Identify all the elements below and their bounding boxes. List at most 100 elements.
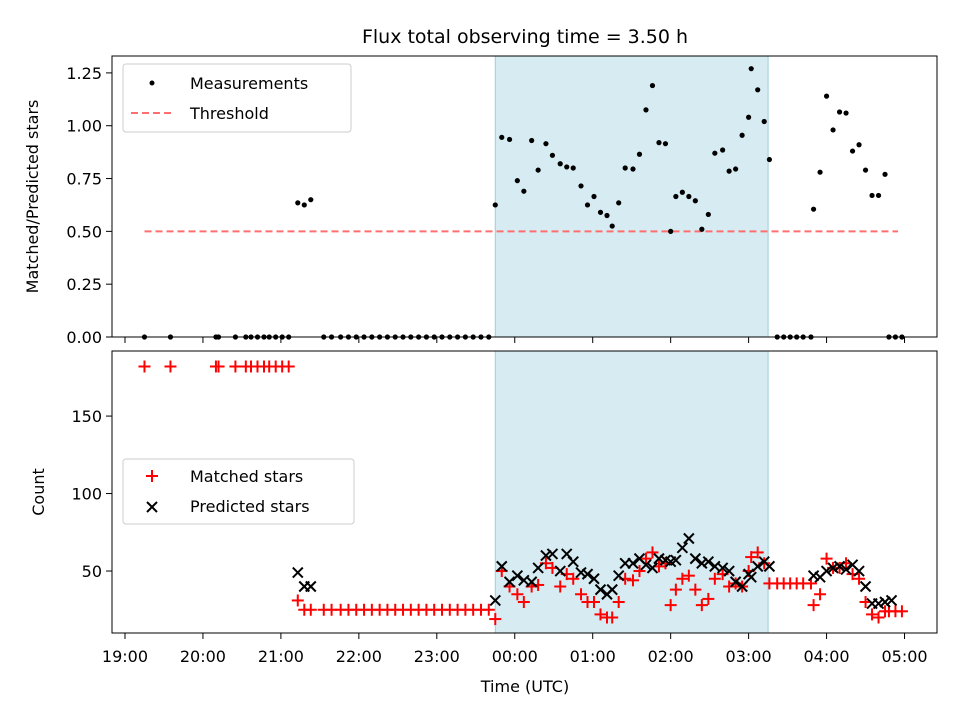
measurement-point	[712, 150, 718, 156]
measurement-point	[836, 109, 843, 115]
measurement-point	[817, 169, 823, 175]
matched-stars-point	[229, 360, 242, 373]
bottom-x-axis-ticks: 19:00 20:00 21:00 22:00 23:00 00:00 01:00 02:00…	[102, 633, 928, 666]
matched-stars-point	[554, 580, 567, 593]
matched-stars-point	[820, 552, 833, 565]
bottom-observing-window-shade	[494, 350, 769, 634]
matched-stars-point	[626, 574, 639, 587]
measurement-point	[856, 142, 862, 148]
measurement-point	[673, 193, 679, 200]
top-y-axis-ticks: 0.00 0.25 0.50 0.75 1.00 1.25	[66, 64, 112, 347]
matched-stars-point	[682, 569, 695, 582]
legend-label-predicted: Predicted stars	[190, 497, 310, 516]
matched-stars-point	[517, 596, 530, 609]
x-tick-label: 04:00	[804, 647, 850, 666]
predicted-stars-point	[736, 580, 748, 593]
measurement-point	[662, 141, 669, 147]
predicted-stars-point	[305, 580, 317, 593]
x-tick-label: 01:00	[570, 647, 616, 666]
predicted-stars-point	[606, 583, 618, 596]
predicted-stars-point	[729, 576, 742, 588]
matched-stars-point	[723, 580, 736, 593]
predicted-stars-point	[612, 569, 625, 582]
predicted-stars-point	[525, 576, 538, 588]
measurement-point	[591, 193, 597, 200]
predicted-stars-point	[885, 594, 898, 607]
predicted-stars-point	[567, 556, 579, 568]
chart-title: Flux total observing time = 3.50 h	[362, 26, 688, 48]
measurement-point	[830, 127, 836, 133]
x-tick-label: 20:00	[180, 647, 226, 666]
matched-stars-point	[689, 583, 702, 596]
top-y-tick-label: 0.50	[66, 222, 102, 241]
legend-marker-measurements	[149, 80, 155, 86]
predicted-stars-point	[689, 552, 702, 565]
measurement-point	[686, 193, 692, 200]
bottom-legend-box	[122, 458, 355, 525]
matched-stars-point	[807, 599, 820, 612]
top-legend-box	[122, 63, 352, 133]
measurement-point	[761, 118, 767, 125]
matched-stars-point	[646, 546, 659, 559]
measurement-point	[506, 136, 513, 143]
measurement-point	[564, 164, 570, 170]
measurement-point	[578, 183, 584, 189]
bottom-legend: Matched stars Predicted stars	[122, 458, 355, 525]
top-y-tick-label: 0.75	[66, 170, 102, 189]
matched-stars-point	[588, 596, 601, 609]
legend-label-matched: Matched stars	[190, 467, 303, 486]
measurement-point	[557, 161, 563, 167]
measurement-point	[692, 198, 698, 204]
top-axes-frame	[111, 55, 938, 338]
predicted-stars-point	[496, 560, 508, 573]
measurement-point	[755, 87, 761, 93]
measurement-point	[301, 202, 307, 208]
measurement-point	[535, 167, 541, 173]
measurement-point	[630, 166, 636, 172]
x-axis-label: Time (UTC)	[480, 677, 569, 696]
measurement-point	[514, 178, 520, 184]
legend-label-measurements: Measurements	[190, 74, 308, 93]
legend-marker-matched	[146, 470, 158, 482]
measurement-point	[746, 114, 752, 120]
bottom-axes-frame	[111, 350, 938, 634]
predicted-stars-point	[853, 565, 865, 577]
x-tick-label: 03:00	[726, 647, 772, 666]
measurement-point	[726, 168, 732, 174]
predicted-stars-point	[532, 562, 544, 574]
count-points	[138, 360, 908, 626]
matched-stars-point	[511, 588, 524, 601]
predicted-stars-point	[588, 573, 600, 585]
measurement-point	[643, 107, 649, 113]
measurement-point	[570, 165, 576, 171]
predicted-stars-point	[594, 583, 607, 596]
measurement-point	[748, 66, 754, 72]
predicted-stars-point	[859, 580, 872, 593]
measurement-point	[499, 134, 505, 140]
predicted-stars-point	[503, 576, 516, 588]
matched-stars-point	[895, 605, 908, 618]
predicted-stars-point	[554, 565, 566, 577]
measurement-point	[869, 192, 875, 199]
matched-stars-point	[282, 360, 295, 373]
matched-stars-point	[567, 572, 580, 585]
top-y-tick-label: 1.25	[66, 64, 102, 83]
matched-stars-point	[575, 588, 588, 601]
matched-stars-point	[489, 613, 502, 626]
measurement-point	[810, 206, 817, 212]
matched-stars-point	[708, 572, 721, 585]
predicted-stars-point	[763, 560, 776, 573]
matched-stars-point	[664, 599, 677, 612]
predicted-stars-point	[292, 566, 304, 579]
matched-stars-point	[702, 592, 715, 605]
measurement-point	[616, 200, 622, 206]
measurement-point	[720, 147, 726, 153]
measurement-point	[295, 200, 301, 206]
top-observing-window-shade	[494, 55, 769, 338]
predicted-stars-point	[702, 556, 715, 568]
top-y-tick-label: 0.00	[66, 328, 102, 347]
predicted-stars-point	[546, 548, 559, 560]
top-y-tick-label: 1.00	[66, 117, 102, 136]
matched-stars-point	[745, 551, 758, 564]
